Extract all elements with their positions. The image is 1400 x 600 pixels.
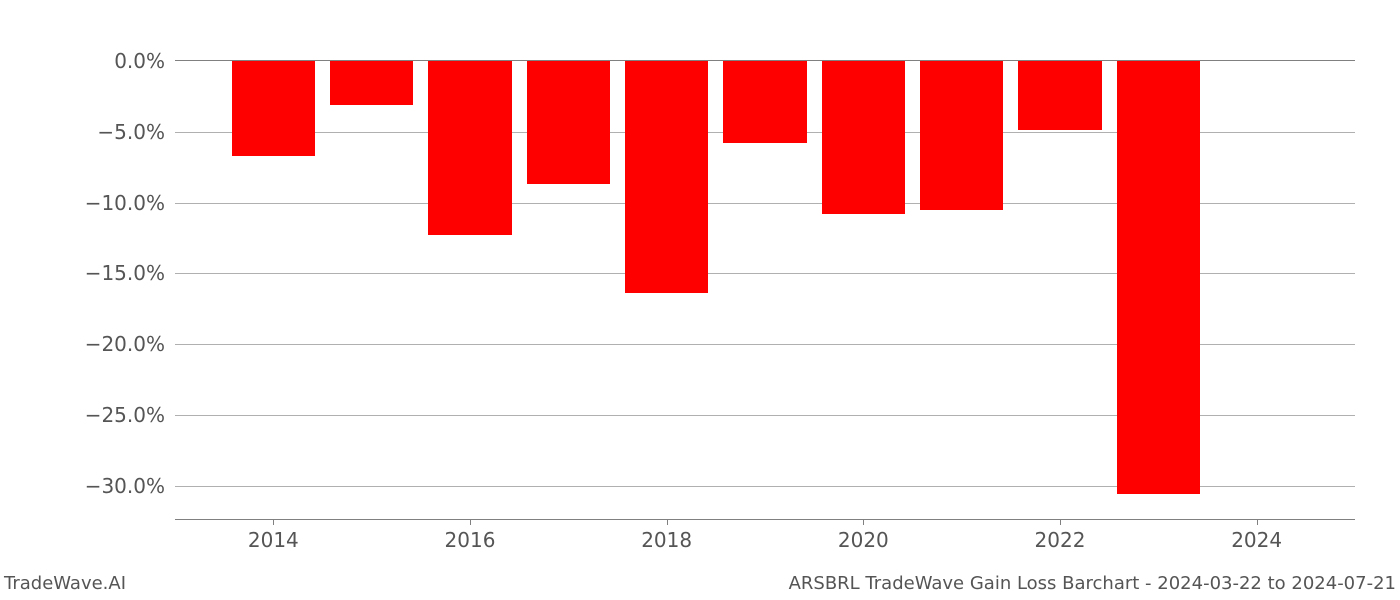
x-axis-spine: [175, 519, 1355, 520]
bar: [330, 61, 414, 105]
bar: [920, 61, 1004, 210]
x-tick-label: 2024: [1231, 520, 1282, 552]
bar: [527, 61, 611, 184]
bar: [232, 61, 316, 156]
x-tick-label: 2016: [445, 520, 496, 552]
x-tick-label: 2014: [248, 520, 299, 552]
bar: [428, 61, 512, 235]
y-tick-label: 0.0%: [114, 49, 175, 73]
x-tick-label: 2018: [641, 520, 692, 552]
x-tick-label: 2020: [838, 520, 889, 552]
chart-container: 0.0% −5.0% −10.0% −15.0% −20.0% −25.0% −30.0% 2…: [0, 0, 1400, 600]
y-tick-label: −15.0%: [85, 261, 175, 285]
bar: [822, 61, 906, 214]
plot-area: 0.0%−5.0%−10.0%−15.0%−20.0%−25.0%−30.0%2…: [175, 60, 1355, 520]
y-tick-label: −25.0%: [85, 403, 175, 427]
footer-left-text: TradeWave.AI: [4, 573, 126, 594]
bar: [723, 61, 807, 143]
y-tick-label: −10.0%: [85, 191, 175, 215]
bar: [625, 61, 709, 293]
bar: [1018, 61, 1102, 130]
y-tick-label: −5.0%: [97, 120, 175, 144]
bar: [1117, 61, 1201, 494]
x-tick-label: 2022: [1035, 520, 1086, 552]
y-tick-label: −30.0%: [85, 474, 175, 498]
footer-right-text: ARSBRL TradeWave Gain Loss Barchart - 20…: [789, 573, 1396, 594]
y-tick-label: −20.0%: [85, 332, 175, 356]
